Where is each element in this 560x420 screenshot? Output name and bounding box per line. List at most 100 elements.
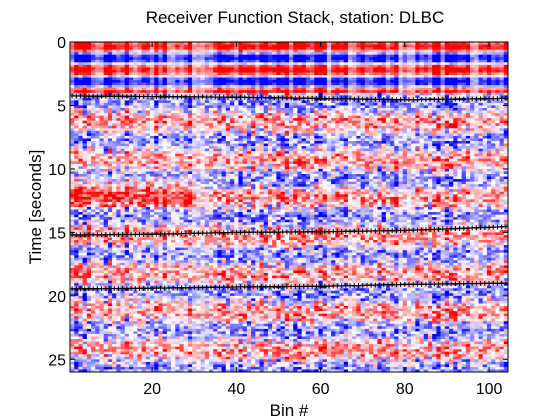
heatmap-cell — [120, 303, 126, 307]
heatmap-cell — [133, 80, 138, 83]
heatmap-cell — [154, 245, 159, 248]
heatmap-cell — [91, 229, 96, 233]
heatmap-cell — [217, 356, 222, 360]
heatmap-cell — [230, 158, 235, 162]
heatmap-cell — [124, 318, 130, 322]
heatmap-cell — [213, 262, 218, 266]
heatmap-cell — [208, 295, 214, 299]
heatmap-cell — [217, 290, 222, 294]
heatmap-cell — [86, 224, 92, 228]
heatmap-cell — [213, 346, 218, 350]
heatmap-cell — [208, 133, 214, 137]
heatmap-cell — [208, 278, 214, 281]
heatmap-cell — [166, 90, 172, 94]
heatmap-cell — [103, 113, 109, 116]
heatmap-cell — [103, 217, 109, 220]
heatmap-cell — [158, 346, 163, 350]
heatmap-cell — [204, 128, 210, 132]
heatmap-cell — [158, 153, 163, 157]
heatmap-cell — [70, 135, 75, 139]
heatmap-cell — [120, 224, 126, 228]
heatmap-cell — [179, 92, 185, 96]
heatmap-cell — [141, 42, 147, 45]
heatmap-cell — [175, 270, 180, 274]
heatmap-cell — [99, 123, 104, 127]
heatmap-cell — [91, 270, 96, 274]
heatmap-cell — [213, 257, 218, 261]
heatmap-cell — [99, 141, 104, 144]
heatmap-cell — [208, 146, 214, 149]
heatmap-cell — [133, 85, 138, 88]
heatmap-cell — [78, 364, 83, 368]
heatmap-cell — [204, 69, 210, 73]
heatmap-cell — [183, 161, 189, 165]
heatmap-cell — [86, 133, 92, 137]
heatmap-cell — [82, 245, 88, 248]
heatmap-cell — [162, 224, 168, 228]
heatmap-cell — [183, 64, 189, 68]
heatmap-cell — [187, 181, 193, 185]
heatmap-cell — [200, 85, 206, 88]
heatmap-cell — [200, 72, 206, 76]
heatmap-cell — [82, 224, 88, 228]
heatmap-cell — [200, 82, 206, 86]
heatmap-cell — [103, 257, 109, 261]
heatmap-cell — [213, 199, 218, 203]
heatmap-cell — [86, 64, 92, 68]
heatmap-cell — [183, 257, 189, 261]
heatmap-cell — [145, 262, 151, 266]
heatmap-cell — [145, 67, 151, 71]
heatmap-cell — [179, 227, 185, 231]
heatmap-cell — [217, 184, 222, 187]
heatmap-cell — [171, 234, 176, 238]
heatmap-cell — [120, 90, 126, 94]
heatmap-cell — [141, 153, 147, 157]
heatmap-cell — [183, 359, 189, 363]
heatmap-cell — [145, 344, 151, 347]
heatmap-cell — [221, 163, 227, 167]
heatmap-cell — [124, 69, 130, 73]
heatmap-cell — [137, 141, 142, 144]
heatmap-cell — [196, 102, 201, 106]
heatmap-cell — [82, 240, 88, 243]
heatmap-cell — [213, 336, 218, 340]
heatmap-cell — [133, 339, 138, 342]
heatmap-cell — [137, 105, 142, 109]
heatmap-cell — [221, 255, 227, 259]
heatmap-cell — [124, 217, 130, 220]
heatmap-cell — [137, 237, 142, 241]
heatmap-cell — [162, 115, 168, 119]
heatmap-cell — [82, 293, 88, 297]
heatmap-cell — [116, 227, 121, 231]
heatmap-cell — [225, 85, 231, 88]
heatmap-cell — [213, 201, 218, 205]
heatmap-cell — [95, 359, 100, 363]
heatmap-cell — [204, 138, 210, 142]
heatmap-cell — [112, 224, 117, 228]
heatmap-cell — [154, 303, 159, 307]
heatmap-cell — [124, 135, 130, 139]
heatmap-cell — [120, 57, 126, 61]
heatmap-cell — [192, 42, 197, 45]
heatmap-cell — [86, 257, 92, 261]
heatmap-cell — [82, 321, 88, 325]
heatmap-cell — [103, 181, 109, 185]
heatmap-cell — [225, 199, 231, 203]
heatmap-cell — [230, 80, 235, 83]
heatmap-cell — [70, 278, 75, 281]
heatmap-cell — [133, 204, 138, 208]
heatmap-cell — [179, 207, 185, 210]
heatmap-cell — [128, 280, 134, 284]
heatmap-cell — [179, 369, 185, 373]
heatmap-cell — [171, 146, 176, 149]
heatmap-cell — [166, 341, 172, 345]
heatmap-cell — [166, 308, 172, 312]
heatmap-cell — [162, 364, 168, 368]
heatmap-cell — [133, 247, 138, 251]
heatmap-cell — [116, 222, 121, 226]
heatmap-cell — [86, 174, 92, 177]
heatmap-cell — [133, 283, 138, 286]
heatmap-cell — [112, 212, 117, 215]
heatmap-cell — [99, 321, 104, 325]
heatmap-cell — [86, 163, 92, 167]
